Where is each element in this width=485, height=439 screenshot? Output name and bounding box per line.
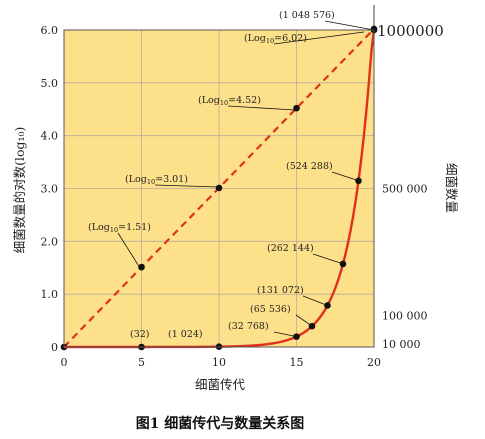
- count-point-label: (1 024): [168, 329, 203, 340]
- count-point-label: (524 288): [286, 161, 333, 172]
- count-point: [324, 302, 331, 309]
- x-tick-label: 10: [212, 356, 226, 369]
- count-point-label: (131 072): [257, 285, 304, 296]
- x-axis-title: 细菌传代: [195, 377, 246, 392]
- log-point-label: (Log10=1.51): [88, 222, 151, 234]
- y-right-tick-label: 10 000: [382, 338, 421, 351]
- x-tick-label: 20: [367, 356, 381, 369]
- log-point: [293, 104, 300, 112]
- count-point-label: (32 768): [228, 321, 269, 332]
- count-point-label: (32): [130, 329, 150, 340]
- log-point-label: (Log10=4.52): [198, 95, 261, 107]
- count-point: [339, 260, 347, 268]
- log-point-label: (Log10=3.01): [125, 174, 188, 186]
- count-point-label: (262 144): [267, 243, 314, 254]
- log-point-label: (Log10=6.02): [244, 33, 307, 45]
- y-axis-left-title: 细菌数量的对数(log₁₀): [12, 127, 27, 254]
- count-label-leader: [302, 295, 328, 306]
- log-label-leader: [227, 105, 296, 111]
- y-right-tick-label: 100 000: [382, 309, 428, 322]
- count-label-leader: [331, 171, 359, 182]
- y-axis-right-title: 细菌数量: [444, 163, 459, 213]
- chart-title: 图1 细菌传代与数量关系图: [136, 415, 305, 432]
- plot-frame: [63, 29, 375, 348]
- count-label-leader: [273, 331, 297, 338]
- count-label-leader: [312, 253, 344, 265]
- log-label-leader: [117, 232, 141, 269]
- y-left-tick-label: 0: [51, 341, 58, 354]
- y-left-tick-label: 1.0: [41, 288, 59, 301]
- x-tick-label: 0: [61, 356, 68, 369]
- y-left-tick-label: 3.0: [41, 183, 59, 196]
- y-left-tick-label: 2.0: [41, 235, 59, 248]
- axes: 0 5 10 15 20 0 1.0 2.0 3.0 4.0 5.0 6.0 10 000 100 000…: [41, 22, 444, 369]
- y-left-tick-label: 6.0: [41, 24, 59, 37]
- log-point: [215, 184, 223, 192]
- y-right-tick-label: 500 000: [382, 183, 428, 196]
- log-label-leader: [154, 184, 219, 188]
- count-label-leader: [295, 314, 313, 327]
- log-label-leader: [273, 31, 365, 45]
- y-left-tick-label: 5.0: [41, 77, 59, 90]
- log-point: [138, 263, 145, 271]
- count-label-leader: [324, 20, 375, 31]
- count-point-label: (1 048 576): [279, 10, 335, 21]
- x-tick-label: 15: [290, 356, 304, 369]
- y-right-tick-label: 1000000: [377, 22, 444, 40]
- x-tick-label: 5: [138, 356, 145, 369]
- y-left-tick-label: 4.0: [41, 130, 59, 143]
- count-point-label: (65 536): [250, 304, 291, 315]
